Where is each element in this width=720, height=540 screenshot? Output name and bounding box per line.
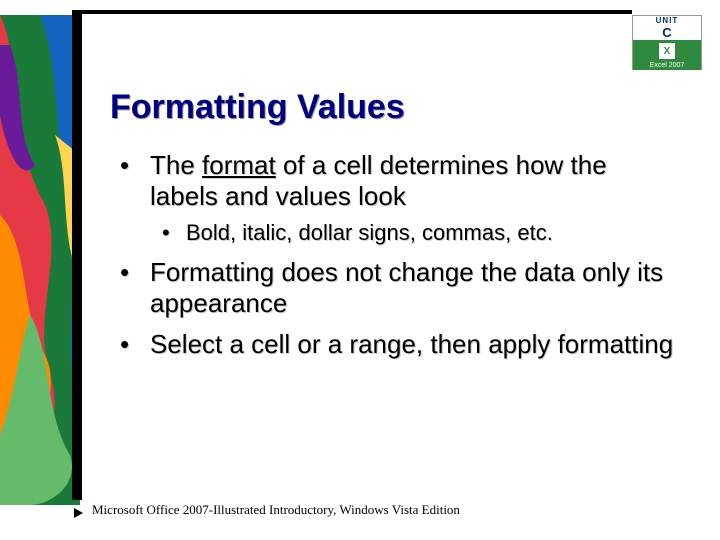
horizontal-rule — [72, 10, 632, 14]
sub-bullet-list: Bold, italic, dollar signs, commas, etc. — [150, 220, 680, 246]
bullet-3: Select a cell or a range, then apply for… — [110, 329, 680, 360]
slide-title: Formatting Values — [110, 88, 405, 127]
slide-body: The format of a cell determines how the … — [110, 150, 680, 370]
footer-text: Microsoft Office 2007-Illustrated Introd… — [92, 502, 460, 518]
bullet-1-sub-1: Bold, italic, dollar signs, commas, etc. — [150, 220, 680, 246]
badge-product: X Excel 2007 — [633, 40, 701, 70]
slide: UNIT C X Excel 2007 Formatting Values Th… — [0, 0, 720, 540]
footer-marker-icon — [74, 508, 83, 518]
vertical-rule — [72, 10, 82, 500]
bullet-2: Formatting does not change the data only… — [110, 257, 680, 319]
decorative-art — [0, 15, 80, 505]
unit-badge: UNIT C X Excel 2007 — [632, 15, 702, 70]
badge-product-label: Excel 2007 — [650, 62, 685, 69]
bullet-1-underlined: format — [202, 150, 276, 180]
bullet-list: The format of a cell determines how the … — [110, 150, 680, 360]
excel-x-icon: X — [659, 43, 675, 59]
badge-unit-letter: C — [662, 25, 671, 40]
bullet-1: The format of a cell determines how the … — [110, 150, 680, 247]
badge-unit-label: UNIT — [656, 16, 679, 25]
bullet-1-pre: The — [150, 150, 202, 180]
badge-unit: UNIT C — [633, 16, 701, 40]
